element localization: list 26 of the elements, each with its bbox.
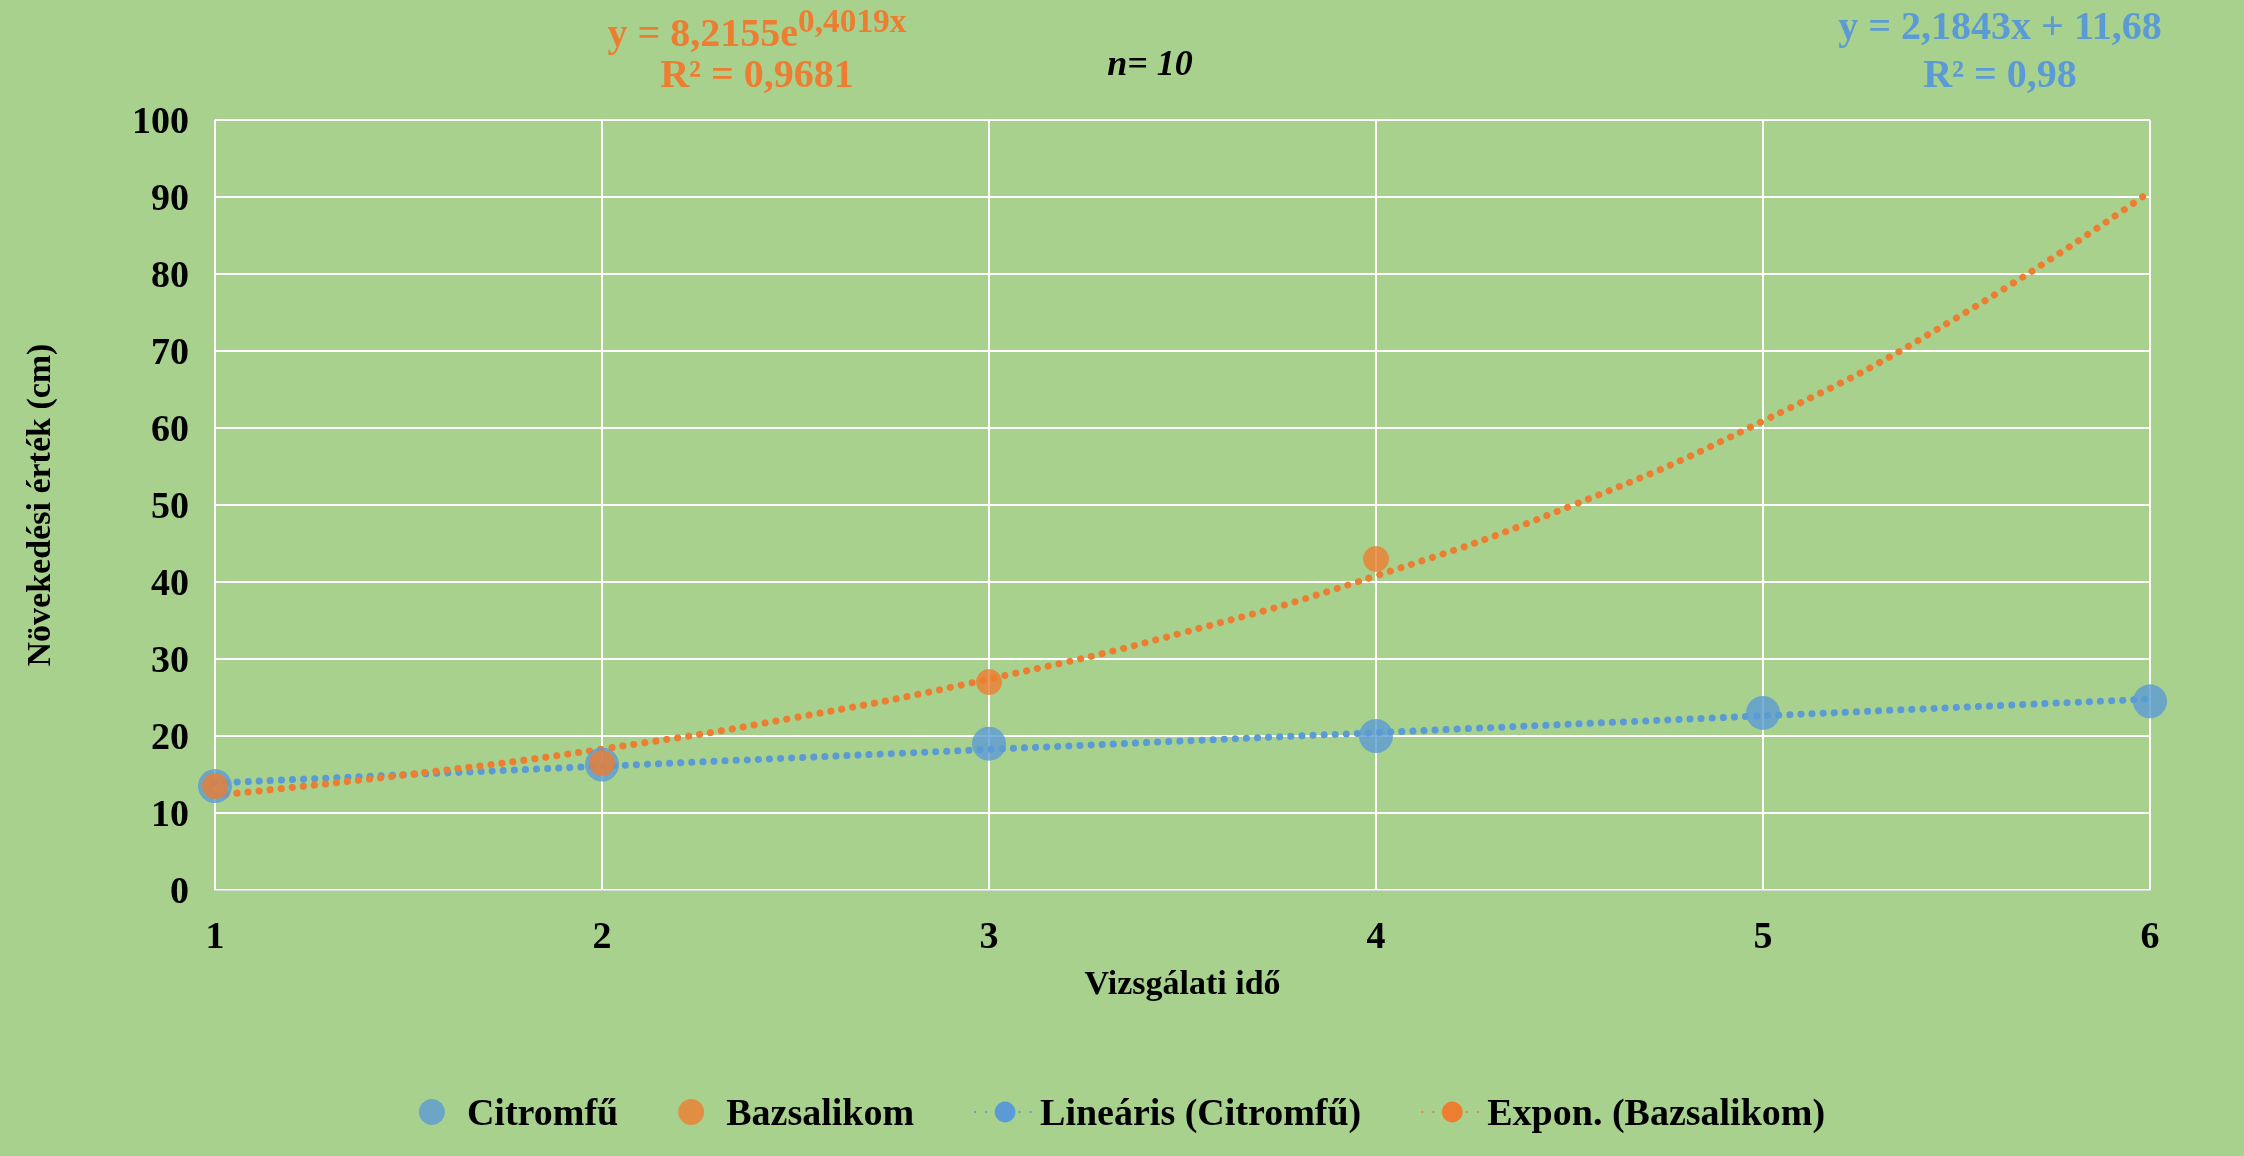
chart-subtitle: n= 10 <box>1107 43 1193 83</box>
y-tick-label: 30 <box>151 638 189 680</box>
x-tick-label: 1 <box>205 914 225 956</box>
y-tick-label: 0 <box>170 869 189 911</box>
y-tick-label: 50 <box>151 484 189 526</box>
legend-label: Expon. (Bazsalikom) <box>1487 1091 1826 1134</box>
y-tick-label: 60 <box>151 407 189 449</box>
x-tick-label: 6 <box>2140 914 2160 956</box>
y-tick-label: 10 <box>151 792 189 834</box>
x-axis-title: Vizsgálati idő <box>1084 963 1281 1001</box>
y-tick-label: 100 <box>132 99 189 141</box>
y-tick-label: 20 <box>151 715 189 757</box>
legend-label: Lineáris (Citromfű) <box>1040 1091 1362 1134</box>
legend-label: Bazsalikom <box>726 1091 915 1133</box>
y-tick-label: 80 <box>151 253 189 295</box>
y-tick-label: 70 <box>151 330 189 372</box>
x-tick-label: 2 <box>592 914 612 956</box>
y-tick-label: 90 <box>151 176 189 218</box>
x-tick-label: 5 <box>1753 914 1773 956</box>
y-axis-title: Növekedési érték (cm) <box>19 343 58 667</box>
text: y = 2,1843x + 11,68 <box>1837 2 2163 49</box>
y-tick-label: 40 <box>151 561 189 603</box>
text: R² = 0,98 <box>1922 50 2078 97</box>
x-tick-label: 4 <box>1366 914 1386 956</box>
legend-label: Citromfű <box>466 1091 619 1133</box>
x-tick-label: 3 <box>979 914 999 956</box>
